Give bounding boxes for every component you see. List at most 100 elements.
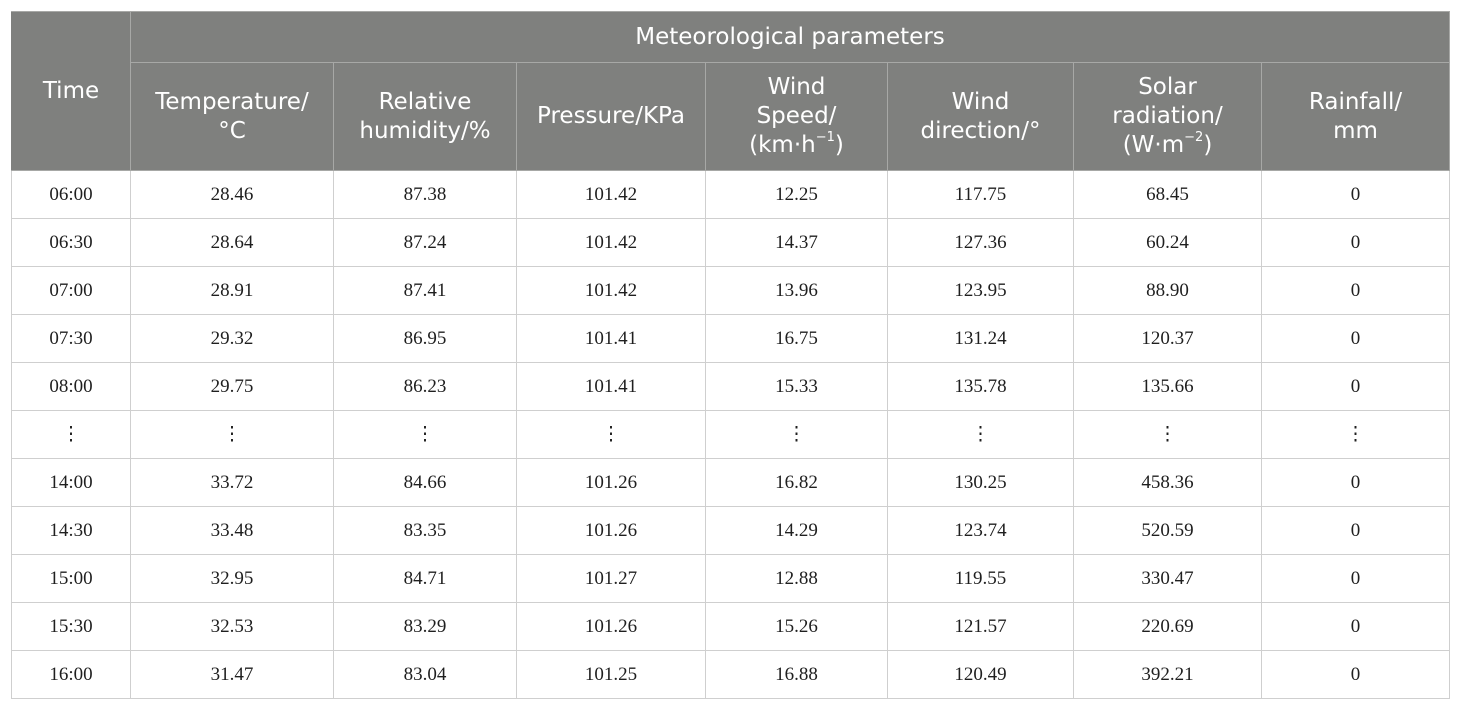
table-row: 07:30 29.32 86.95 101.41 16.75 131.24 12… bbox=[11, 314, 1451, 363]
cell-rainfall: 0 bbox=[1260, 266, 1451, 315]
cell-rainfall: 0 bbox=[1260, 554, 1451, 603]
cell-temperature: 32.53 bbox=[130, 602, 334, 651]
header-wind-speed: Wind Speed/(km·h−1) bbox=[705, 62, 888, 171]
cell-solar-radiation: 220.69 bbox=[1073, 602, 1262, 651]
cell-pressure: 101.26 bbox=[516, 458, 706, 507]
cell-ellipsis: ⋮ bbox=[1260, 410, 1451, 459]
table-row: 15:30 32.53 83.29 101.26 15.26 121.57 22… bbox=[11, 602, 1451, 651]
cell-humidity: 87.41 bbox=[333, 266, 517, 315]
cell-wind-direction: 120.49 bbox=[887, 650, 1074, 699]
header-temperature: Temperature/°C bbox=[130, 62, 334, 171]
cell-rainfall: 0 bbox=[1260, 650, 1451, 699]
cell-pressure: 101.42 bbox=[516, 218, 706, 267]
table-header: Time Meteorological parameters Temperatu… bbox=[11, 11, 1451, 171]
cell-humidity: 84.71 bbox=[333, 554, 517, 603]
cell-temperature: 28.46 bbox=[130, 170, 334, 219]
cell-temperature: 33.48 bbox=[130, 506, 334, 555]
cell-solar-radiation: 330.47 bbox=[1073, 554, 1262, 603]
cell-temperature: 31.47 bbox=[130, 650, 334, 699]
header-wind-direction: Wind direction/° bbox=[887, 62, 1074, 171]
cell-pressure: 101.26 bbox=[516, 602, 706, 651]
cell-wind-direction: 121.57 bbox=[887, 602, 1074, 651]
cell-rainfall: 0 bbox=[1260, 314, 1451, 363]
table-row: 14:00 33.72 84.66 101.26 16.82 130.25 45… bbox=[11, 458, 1451, 507]
cell-humidity: 83.29 bbox=[333, 602, 517, 651]
cell-time: 14:00 bbox=[11, 458, 131, 507]
header-rainfall: Rainfall/mm bbox=[1260, 62, 1451, 171]
header-solar-radiation: Solar radiation/(W·m−2) bbox=[1073, 62, 1262, 171]
cell-humidity: 86.23 bbox=[333, 362, 517, 411]
cell-wind-speed: 12.88 bbox=[705, 554, 888, 603]
cell-wind-speed: 12.25 bbox=[705, 170, 888, 219]
cell-solar-radiation: 135.66 bbox=[1073, 362, 1262, 411]
cell-rainfall: 0 bbox=[1260, 602, 1451, 651]
cell-time: 06:30 bbox=[11, 218, 131, 267]
cell-solar-radiation: 520.59 bbox=[1073, 506, 1262, 555]
cell-time: 07:00 bbox=[11, 266, 131, 315]
meteorological-table-container: Time Meteorological parameters Temperatu… bbox=[11, 11, 1451, 699]
cell-wind-direction: 131.24 bbox=[887, 314, 1074, 363]
cell-solar-radiation: 120.37 bbox=[1073, 314, 1262, 363]
cell-wind-direction: 135.78 bbox=[887, 362, 1074, 411]
header-group-meteorological-parameters: Meteorological parameters bbox=[129, 11, 1451, 63]
table-row: 08:00 29.75 86.23 101.41 15.33 135.78 13… bbox=[11, 362, 1451, 411]
cell-solar-radiation: 88.90 bbox=[1073, 266, 1262, 315]
cell-solar-radiation: 458.36 bbox=[1073, 458, 1262, 507]
table-row: 14:30 33.48 83.35 101.26 14.29 123.74 52… bbox=[11, 506, 1451, 555]
cell-wind-direction: 119.55 bbox=[887, 554, 1074, 603]
cell-ellipsis: ⋮ bbox=[1073, 410, 1262, 459]
cell-rainfall: 0 bbox=[1260, 362, 1451, 411]
cell-solar-radiation: 392.21 bbox=[1073, 650, 1262, 699]
cell-wind-speed: 14.29 bbox=[705, 506, 888, 555]
cell-time: 14:30 bbox=[11, 506, 131, 555]
cell-wind-speed: 15.26 bbox=[705, 602, 888, 651]
cell-humidity: 87.38 bbox=[333, 170, 517, 219]
header-relative-humidity: Relative humidity/% bbox=[333, 62, 517, 171]
cell-time: 15:30 bbox=[11, 602, 131, 651]
table-row: 15:00 32.95 84.71 101.27 12.88 119.55 33… bbox=[11, 554, 1451, 603]
cell-pressure: 101.41 bbox=[516, 362, 706, 411]
cell-ellipsis: ⋮ bbox=[130, 410, 334, 459]
cell-wind-direction: 127.36 bbox=[887, 218, 1074, 267]
cell-temperature: 28.91 bbox=[130, 266, 334, 315]
table-row: 06:30 28.64 87.24 101.42 14.37 127.36 60… bbox=[11, 218, 1451, 267]
cell-pressure: 101.42 bbox=[516, 266, 706, 315]
cell-wind-speed: 15.33 bbox=[705, 362, 888, 411]
cell-pressure: 101.42 bbox=[516, 170, 706, 219]
cell-rainfall: 0 bbox=[1260, 506, 1451, 555]
cell-time: 16:00 bbox=[11, 650, 131, 699]
cell-temperature: 29.32 bbox=[130, 314, 334, 363]
cell-ellipsis: ⋮ bbox=[11, 410, 131, 459]
cell-wind-direction: 130.25 bbox=[887, 458, 1074, 507]
cell-humidity: 87.24 bbox=[333, 218, 517, 267]
cell-rainfall: 0 bbox=[1260, 218, 1451, 267]
cell-ellipsis: ⋮ bbox=[705, 410, 888, 459]
cell-humidity: 83.35 bbox=[333, 506, 517, 555]
table-row: 16:00 31.47 83.04 101.25 16.88 120.49 39… bbox=[11, 650, 1451, 699]
cell-rainfall: 0 bbox=[1260, 458, 1451, 507]
header-time: Time bbox=[11, 11, 131, 171]
cell-rainfall: 0 bbox=[1260, 170, 1451, 219]
table-body: 06:00 28.46 87.38 101.42 12.25 117.75 68… bbox=[11, 170, 1451, 699]
cell-humidity: 86.95 bbox=[333, 314, 517, 363]
cell-pressure: 101.25 bbox=[516, 650, 706, 699]
cell-ellipsis: ⋮ bbox=[887, 410, 1074, 459]
cell-wind-speed: 13.96 bbox=[705, 266, 888, 315]
cell-wind-speed: 16.88 bbox=[705, 650, 888, 699]
header-pressure: Pressure/KPa bbox=[516, 62, 706, 171]
table-row-ellipsis: ⋮ ⋮ ⋮ ⋮ ⋮ ⋮ ⋮ ⋮ bbox=[11, 410, 1451, 459]
cell-ellipsis: ⋮ bbox=[333, 410, 517, 459]
cell-solar-radiation: 68.45 bbox=[1073, 170, 1262, 219]
cell-time: 15:00 bbox=[11, 554, 131, 603]
cell-time: 08:00 bbox=[11, 362, 131, 411]
cell-wind-direction: 117.75 bbox=[887, 170, 1074, 219]
cell-wind-speed: 14.37 bbox=[705, 218, 888, 267]
cell-pressure: 101.26 bbox=[516, 506, 706, 555]
cell-wind-speed: 16.75 bbox=[705, 314, 888, 363]
meteorological-table: Time Meteorological parameters Temperatu… bbox=[11, 11, 1451, 699]
cell-ellipsis: ⋮ bbox=[516, 410, 706, 459]
cell-time: 06:00 bbox=[11, 170, 131, 219]
cell-wind-direction: 123.74 bbox=[887, 506, 1074, 555]
cell-humidity: 84.66 bbox=[333, 458, 517, 507]
cell-temperature: 29.75 bbox=[130, 362, 334, 411]
